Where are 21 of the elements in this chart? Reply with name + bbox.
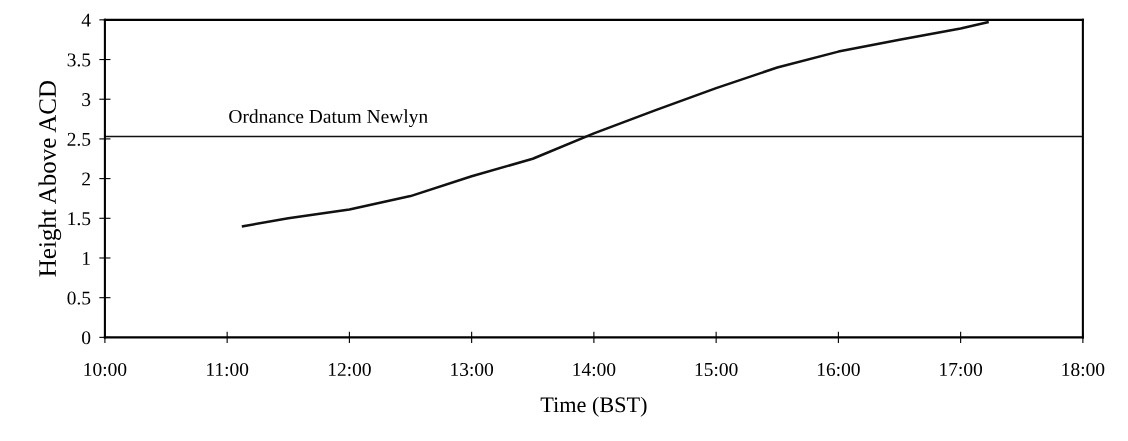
- y-tick-label: 2.5: [67, 132, 91, 146]
- ref-line-label: Ordnance Datum Newlyn: [229, 109, 428, 128]
- x-tick-label: 11:00: [207, 362, 249, 377]
- x-tick-label: 18:00: [1062, 362, 1105, 377]
- y-tick-label: 4: [81, 13, 91, 27]
- y-tick-label: 2: [82, 172, 90, 186]
- y-tick-label: 3.5: [67, 53, 91, 67]
- x-tick-label: 12:00: [328, 362, 371, 377]
- y-tick-label: 0: [82, 331, 91, 345]
- y-axis-title: Height Above ACD: [38, 80, 62, 277]
- x-tick-label: 16:00: [817, 362, 860, 377]
- x-tick-label: 15:00: [695, 362, 738, 377]
- y-tick-label: 1: [83, 251, 90, 265]
- x-tick-label: 14:00: [573, 362, 616, 377]
- x-tick-label: 10:00: [84, 362, 127, 377]
- y-tick-label: 1.5: [68, 212, 91, 226]
- x-tick-label: 13:00: [451, 362, 494, 377]
- y-tick-label: 0.5: [67, 291, 91, 305]
- x-axis-title: Time (BST): [540, 396, 647, 417]
- x-tick-label: 17:00: [940, 362, 983, 377]
- y-tick-label: 3: [82, 93, 91, 107]
